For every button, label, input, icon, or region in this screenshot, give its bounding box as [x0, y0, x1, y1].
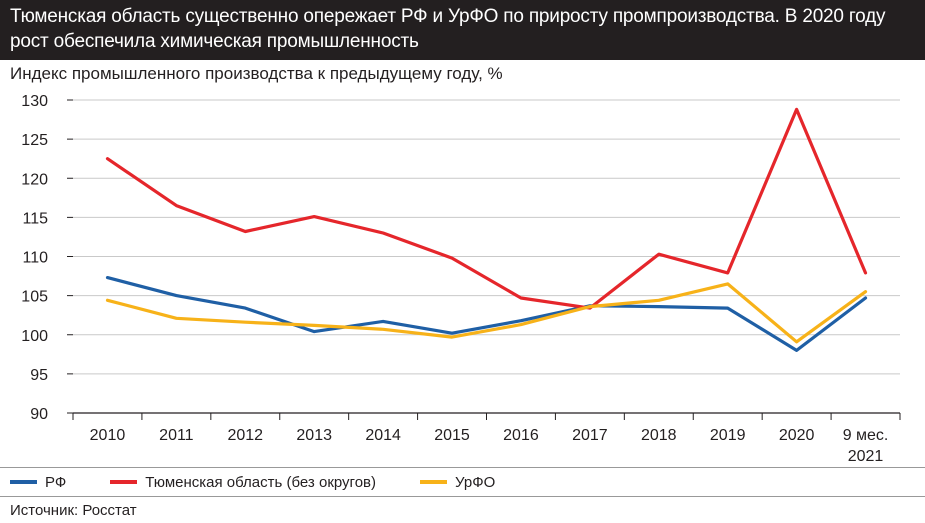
y-tick-label: 90 — [30, 406, 48, 423]
x-tick-label: 2010 — [90, 427, 126, 444]
y-tick-label: 130 — [21, 93, 48, 110]
series-lines — [105, 107, 868, 352]
series-line-2 — [105, 107, 868, 310]
y-tick-label: 125 — [21, 132, 48, 149]
x-tick-label: 2012 — [227, 427, 263, 444]
chart-title-line-1: Тюменская область существенно опережает … — [10, 6, 886, 27]
legend-item-3: УрФО — [420, 474, 495, 491]
x-tick-label: 2011 — [159, 427, 194, 444]
y-axis-ticks: 90 95 100 105 110 115 120 125 130 — [21, 93, 73, 423]
legend-item-2: Тюменская область (без округов) — [110, 474, 376, 491]
y-tick-label: 120 — [21, 171, 48, 188]
legend: РФ Тюменская область (без округов) УрФО — [0, 467, 925, 497]
legend-label: УрФО — [455, 473, 496, 491]
source-note: Источник: Росстат — [10, 502, 137, 519]
y-axis-label: Индекс промышленного производства к пред… — [10, 64, 503, 83]
x-tick-label: 2017 — [572, 427, 608, 444]
legend-swatch — [420, 480, 448, 484]
x-tick-label: 2013 — [296, 427, 332, 444]
legend-label: Тюменская область (без округов) — [145, 473, 377, 491]
x-tick-label: 2021 — [848, 448, 884, 465]
y-tick-label: 110 — [22, 250, 48, 267]
x-tick-label: 2019 — [710, 427, 746, 444]
x-axis: 2010 2011 2012 2013 2014 2015 2016 2017 2018 2019… — [72, 413, 901, 465]
series-line-1 — [105, 276, 868, 352]
legend-item-1: РФ — [10, 474, 66, 491]
legend-label: РФ — [45, 473, 67, 491]
chart-title-bar: Тюменская область существенно опережает … — [0, 0, 925, 60]
legend-swatch — [110, 480, 138, 484]
y-tick-label: 105 — [21, 289, 48, 306]
y-tick-label: 115 — [22, 210, 48, 227]
x-tick-label: 9 мес. — [843, 427, 889, 444]
x-tick-label: 2015 — [434, 427, 470, 444]
x-tick-label: 2016 — [503, 427, 539, 444]
x-tick-label: 2018 — [641, 427, 677, 444]
x-tick-label: 2014 — [365, 427, 401, 444]
chart-title-line-2: рост обеспечила химическая промышленност… — [10, 31, 419, 52]
legend-swatch — [10, 480, 37, 484]
y-tick-label: 100 — [21, 328, 48, 345]
x-tick-label: 2020 — [779, 427, 815, 444]
series-line-3 — [105, 282, 868, 344]
y-tick-label: 95 — [30, 367, 48, 384]
grid-lines — [73, 99, 900, 414]
